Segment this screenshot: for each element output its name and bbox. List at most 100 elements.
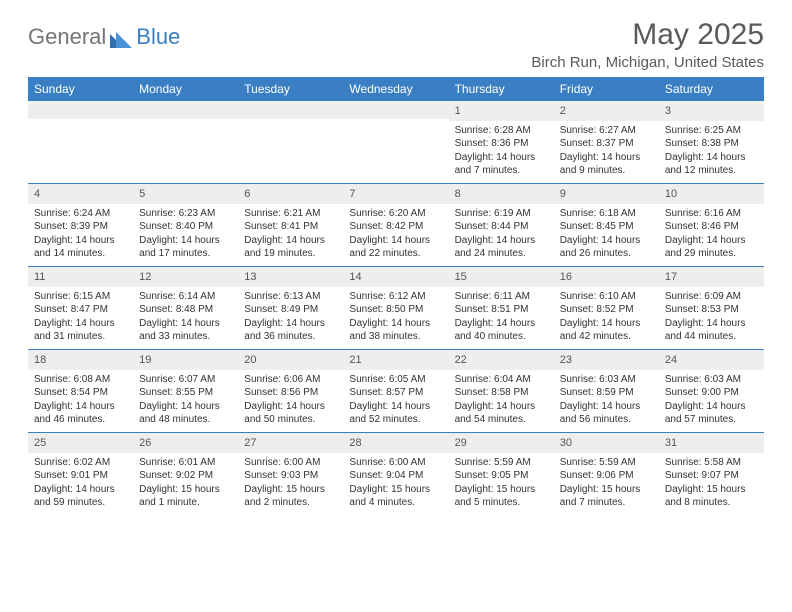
sunset-text: Sunset: 8:58 PM xyxy=(455,386,548,400)
week-row: 18Sunrise: 6:08 AMSunset: 8:54 PMDayligh… xyxy=(28,349,764,432)
logo-text-general: General xyxy=(28,24,106,50)
sunrise-text: Sunrise: 6:02 AM xyxy=(34,456,127,470)
sunset-text: Sunset: 8:37 PM xyxy=(560,137,653,151)
calendar-cell: 2Sunrise: 6:27 AMSunset: 8:37 PMDaylight… xyxy=(554,101,659,183)
page-header: General Blue May 2025 Birch Run, Michiga… xyxy=(28,18,764,71)
daylight-text: Daylight: 14 hours and 31 minutes. xyxy=(34,317,127,344)
calendar-cell: 12Sunrise: 6:14 AMSunset: 8:48 PMDayligh… xyxy=(133,267,238,349)
sunrise-text: Sunrise: 6:11 AM xyxy=(455,290,548,304)
sunrise-text: Sunrise: 6:12 AM xyxy=(349,290,442,304)
daylight-text: Daylight: 14 hours and 33 minutes. xyxy=(139,317,232,344)
calendar-cell: 9Sunrise: 6:18 AMSunset: 8:45 PMDaylight… xyxy=(554,184,659,266)
day-info: Sunrise: 5:58 AMSunset: 9:07 PMDaylight:… xyxy=(659,453,764,514)
week-row: 4Sunrise: 6:24 AMSunset: 8:39 PMDaylight… xyxy=(28,183,764,266)
weeks-container: 1Sunrise: 6:28 AMSunset: 8:36 PMDaylight… xyxy=(28,101,764,515)
calendar-cell xyxy=(238,101,343,183)
sunset-text: Sunset: 8:41 PM xyxy=(244,220,337,234)
day-header-tue: Tuesday xyxy=(238,77,343,101)
day-info: Sunrise: 6:13 AMSunset: 8:49 PMDaylight:… xyxy=(238,287,343,348)
week-row: 11Sunrise: 6:15 AMSunset: 8:47 PMDayligh… xyxy=(28,266,764,349)
day-header-sun: Sunday xyxy=(28,77,133,101)
sunset-text: Sunset: 8:50 PM xyxy=(349,303,442,317)
sunset-text: Sunset: 9:01 PM xyxy=(34,469,127,483)
day-number: 4 xyxy=(28,184,133,204)
daylight-text: Daylight: 15 hours and 7 minutes. xyxy=(560,483,653,510)
calendar-cell: 22Sunrise: 6:04 AMSunset: 8:58 PMDayligh… xyxy=(449,350,554,432)
sunrise-text: Sunrise: 6:09 AM xyxy=(665,290,758,304)
day-number: 11 xyxy=(28,267,133,287)
day-info: Sunrise: 6:25 AMSunset: 8:38 PMDaylight:… xyxy=(659,121,764,182)
sunrise-text: Sunrise: 6:24 AM xyxy=(34,207,127,221)
day-number: 5 xyxy=(133,184,238,204)
daylight-text: Daylight: 14 hours and 50 minutes. xyxy=(244,400,337,427)
daylight-text: Daylight: 14 hours and 36 minutes. xyxy=(244,317,337,344)
sunset-text: Sunset: 8:53 PM xyxy=(665,303,758,317)
day-number: 31 xyxy=(659,433,764,453)
daylight-text: Daylight: 14 hours and 59 minutes. xyxy=(34,483,127,510)
day-info: Sunrise: 6:10 AMSunset: 8:52 PMDaylight:… xyxy=(554,287,659,348)
calendar-cell xyxy=(343,101,448,183)
day-info: Sunrise: 6:27 AMSunset: 8:37 PMDaylight:… xyxy=(554,121,659,182)
sunset-text: Sunset: 8:56 PM xyxy=(244,386,337,400)
day-number xyxy=(133,101,238,119)
sunset-text: Sunset: 8:40 PM xyxy=(139,220,232,234)
day-info: Sunrise: 6:03 AMSunset: 9:00 PMDaylight:… xyxy=(659,370,764,431)
sunset-text: Sunset: 9:02 PM xyxy=(139,469,232,483)
daylight-text: Daylight: 14 hours and 54 minutes. xyxy=(455,400,548,427)
sunset-text: Sunset: 8:38 PM xyxy=(665,137,758,151)
day-info: Sunrise: 6:28 AMSunset: 8:36 PMDaylight:… xyxy=(449,121,554,182)
daylight-text: Daylight: 14 hours and 48 minutes. xyxy=(139,400,232,427)
daylight-text: Daylight: 14 hours and 7 minutes. xyxy=(455,151,548,178)
day-header-wed: Wednesday xyxy=(343,77,448,101)
sunrise-text: Sunrise: 5:58 AM xyxy=(665,456,758,470)
sunset-text: Sunset: 9:04 PM xyxy=(349,469,442,483)
daylight-text: Daylight: 14 hours and 17 minutes. xyxy=(139,234,232,261)
day-info: Sunrise: 6:04 AMSunset: 8:58 PMDaylight:… xyxy=(449,370,554,431)
sunset-text: Sunset: 8:52 PM xyxy=(560,303,653,317)
daylight-text: Daylight: 14 hours and 46 minutes. xyxy=(34,400,127,427)
day-info: Sunrise: 6:06 AMSunset: 8:56 PMDaylight:… xyxy=(238,370,343,431)
day-info: Sunrise: 6:16 AMSunset: 8:46 PMDaylight:… xyxy=(659,204,764,265)
day-info: Sunrise: 6:15 AMSunset: 8:47 PMDaylight:… xyxy=(28,287,133,348)
day-info: Sunrise: 6:05 AMSunset: 8:57 PMDaylight:… xyxy=(343,370,448,431)
logo: General Blue xyxy=(28,18,180,50)
daylight-text: Daylight: 14 hours and 38 minutes. xyxy=(349,317,442,344)
logo-triangle-icon xyxy=(110,28,132,46)
day-info: Sunrise: 6:12 AMSunset: 8:50 PMDaylight:… xyxy=(343,287,448,348)
day-info: Sunrise: 6:19 AMSunset: 8:44 PMDaylight:… xyxy=(449,204,554,265)
calendar-cell: 26Sunrise: 6:01 AMSunset: 9:02 PMDayligh… xyxy=(133,433,238,515)
day-info: Sunrise: 6:18 AMSunset: 8:45 PMDaylight:… xyxy=(554,204,659,265)
day-number: 27 xyxy=(238,433,343,453)
day-number xyxy=(238,101,343,119)
sunrise-text: Sunrise: 6:00 AM xyxy=(349,456,442,470)
sunset-text: Sunset: 9:03 PM xyxy=(244,469,337,483)
day-header-mon: Monday xyxy=(133,77,238,101)
day-number: 23 xyxy=(554,350,659,370)
calendar-page: General Blue May 2025 Birch Run, Michiga… xyxy=(0,0,792,533)
daylight-text: Daylight: 14 hours and 24 minutes. xyxy=(455,234,548,261)
calendar-cell: 14Sunrise: 6:12 AMSunset: 8:50 PMDayligh… xyxy=(343,267,448,349)
calendar-cell: 7Sunrise: 6:20 AMSunset: 8:42 PMDaylight… xyxy=(343,184,448,266)
calendar-cell xyxy=(28,101,133,183)
sunrise-text: Sunrise: 6:03 AM xyxy=(560,373,653,387)
daylight-text: Daylight: 14 hours and 12 minutes. xyxy=(665,151,758,178)
daylight-text: Daylight: 14 hours and 52 minutes. xyxy=(349,400,442,427)
day-header-thu: Thursday xyxy=(449,77,554,101)
day-number: 21 xyxy=(343,350,448,370)
calendar-cell: 5Sunrise: 6:23 AMSunset: 8:40 PMDaylight… xyxy=(133,184,238,266)
sunrise-text: Sunrise: 6:18 AM xyxy=(560,207,653,221)
daylight-text: Daylight: 14 hours and 42 minutes. xyxy=(560,317,653,344)
day-info: Sunrise: 6:21 AMSunset: 8:41 PMDaylight:… xyxy=(238,204,343,265)
daylight-text: Daylight: 14 hours and 56 minutes. xyxy=(560,400,653,427)
sunrise-text: Sunrise: 6:05 AM xyxy=(349,373,442,387)
day-info: Sunrise: 6:14 AMSunset: 8:48 PMDaylight:… xyxy=(133,287,238,348)
sunrise-text: Sunrise: 6:04 AM xyxy=(455,373,548,387)
sunrise-text: Sunrise: 6:21 AM xyxy=(244,207,337,221)
calendar-cell: 1Sunrise: 6:28 AMSunset: 8:36 PMDaylight… xyxy=(449,101,554,183)
daylight-text: Daylight: 15 hours and 5 minutes. xyxy=(455,483,548,510)
daylight-text: Daylight: 14 hours and 19 minutes. xyxy=(244,234,337,261)
sunset-text: Sunset: 9:06 PM xyxy=(560,469,653,483)
day-number: 8 xyxy=(449,184,554,204)
month-title: May 2025 xyxy=(531,18,764,52)
daylight-text: Daylight: 15 hours and 8 minutes. xyxy=(665,483,758,510)
